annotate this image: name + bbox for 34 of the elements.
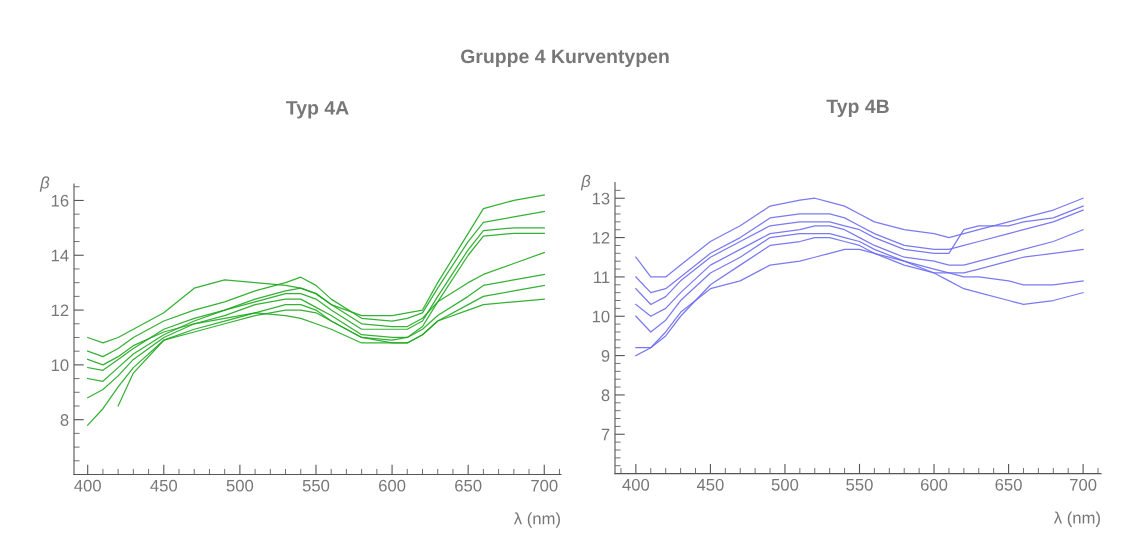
x-axis-title: λ (nm): [1053, 511, 1100, 527]
y-tick-label: 7: [601, 428, 610, 441]
y-tick-label: 12: [51, 304, 69, 317]
y-tick-label: 9: [601, 349, 610, 362]
x-tick-label: 700: [1070, 478, 1097, 491]
y-tick-label: 8: [601, 389, 610, 402]
x-tick-label: 500: [226, 479, 254, 492]
chart-title: Typ 4A: [286, 101, 349, 119]
x-axis-title: λ (nm): [513, 512, 560, 528]
x-tick-label: 500: [771, 478, 799, 491]
x-tick-label: 450: [150, 479, 178, 492]
y-tick-label: 11: [594, 271, 610, 283]
y-axis-title: β: [39, 176, 50, 192]
x-tick-label: 550: [846, 478, 873, 491]
y-tick-label: 8: [60, 414, 69, 426]
y-tick-label: 10: [592, 310, 610, 323]
y-tick-label: 12: [592, 231, 610, 244]
x-tick-label: 600: [920, 478, 948, 491]
chart-title: Typ 4B: [826, 99, 889, 118]
x-tick-label: 400: [74, 479, 101, 492]
x-tick-label: 550: [302, 479, 330, 492]
x-tick-label: 700: [531, 479, 558, 492]
x-tick-label: 650: [455, 479, 482, 492]
x-tick-label: 600: [379, 479, 406, 492]
y-tick-label: 14: [51, 249, 69, 262]
x-tick-label: 400: [622, 478, 650, 491]
y-tick-label: 13: [592, 192, 610, 205]
y-axis-title: β: [580, 174, 591, 191]
x-tick-label: 650: [995, 478, 1022, 491]
text: Gruppe 4 Kurventypen: [461, 49, 669, 68]
y-tick-label: 16: [51, 194, 69, 207]
line-series: [635, 225, 1084, 317]
y-tick-label: 10: [51, 359, 69, 372]
x-tick-label: 450: [696, 478, 724, 491]
